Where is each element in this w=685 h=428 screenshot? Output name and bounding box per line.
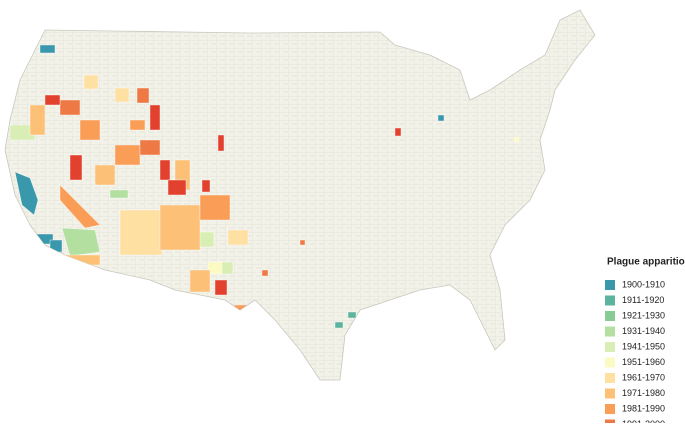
county-patch <box>197 231 215 248</box>
county-patch <box>394 127 402 137</box>
legend-swatch <box>605 357 615 368</box>
legend-swatch <box>605 404 615 414</box>
county-patch <box>129 119 146 131</box>
legend-swatch <box>605 373 615 383</box>
county-patch <box>398 304 405 311</box>
country-outline <box>4 9 596 381</box>
county-patch <box>227 229 249 246</box>
legend-swatch <box>605 280 615 290</box>
county-patch <box>149 104 161 131</box>
county-patch <box>217 134 225 152</box>
county-patch <box>94 164 116 186</box>
county-patch <box>189 269 211 293</box>
legend-swatch <box>605 295 615 306</box>
county-patch <box>29 104 46 136</box>
county-patch <box>59 184 101 229</box>
county-patch <box>159 159 171 181</box>
legend-swatch <box>605 326 615 337</box>
county-patch <box>201 179 211 193</box>
county-patch <box>69 154 83 181</box>
county-patch <box>39 44 56 54</box>
county-patch <box>79 119 101 141</box>
county-patch <box>261 269 269 277</box>
legend-swatch <box>605 342 615 352</box>
county-patch <box>299 239 306 246</box>
county-patch <box>109 189 129 199</box>
county-patch <box>334 321 344 329</box>
county-patch <box>136 87 150 104</box>
legend-swatch <box>605 388 615 399</box>
county-patch <box>167 179 187 196</box>
county-patch <box>61 227 101 257</box>
legend-label: 1931-1940 <box>622 326 665 336</box>
county-patch <box>64 254 101 266</box>
county-patch <box>159 204 201 251</box>
county-patch <box>437 114 445 122</box>
county-patch <box>207 261 223 275</box>
legend: Plague apparition date 1900-1910 1911-192… <box>605 257 685 428</box>
legend-label: 1911-1920 <box>622 295 664 305</box>
legend-label: 1991-2000 <box>622 419 665 423</box>
legend-swatch <box>605 311 615 321</box>
county-patch <box>114 144 141 166</box>
legend-label: 1941-1950 <box>622 341 665 351</box>
county-patch <box>119 209 163 256</box>
county-patch <box>214 279 228 296</box>
county-patch <box>114 87 130 103</box>
county-patch <box>139 139 161 156</box>
county-patches <box>9 44 520 329</box>
legend-label: 1971-1980 <box>622 388 665 398</box>
county-patch <box>347 311 357 319</box>
county-patch <box>44 94 61 106</box>
legend-label: 1951-1960 <box>622 357 665 367</box>
us-map <box>4 9 596 381</box>
county-patch <box>14 171 39 216</box>
legend-label: 1961-1970 <box>622 372 665 382</box>
legend-label: 1921-1930 <box>622 310 665 320</box>
legend-label: 1981-1990 <box>622 403 665 413</box>
county-patch <box>233 304 250 321</box>
county-patch <box>49 239 63 253</box>
county-patch <box>199 194 231 221</box>
legend-label: 1900-1910 <box>622 279 665 289</box>
legend-swatch <box>605 419 615 428</box>
county-patch <box>83 74 99 90</box>
county-patch <box>430 289 438 297</box>
county-patch <box>513 136 520 143</box>
county-patch <box>59 99 81 116</box>
legend-title: Plague apparition date <box>607 257 685 268</box>
